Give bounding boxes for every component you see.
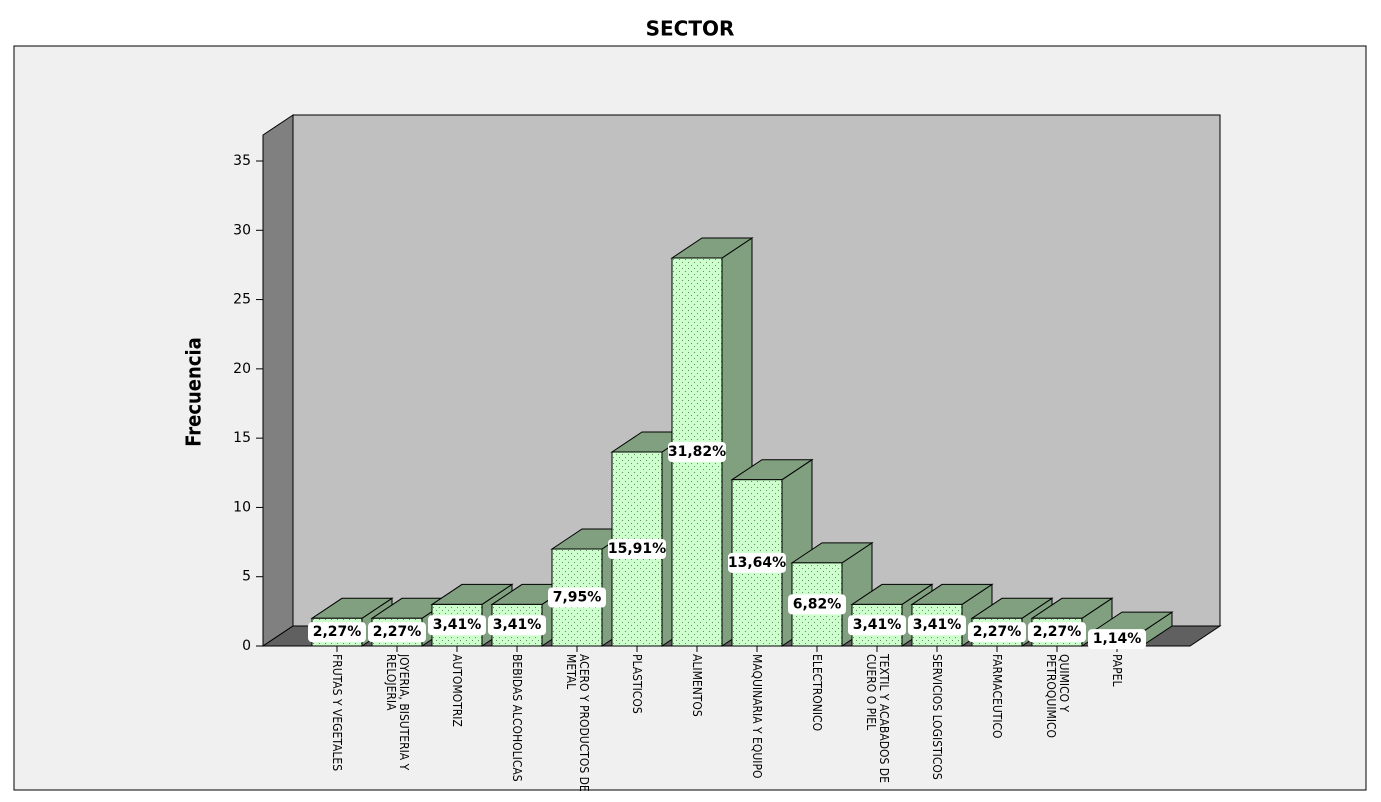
x-tick-label-box: SERVICIOS LOGISTICOS (930, 654, 945, 780)
x-tick-label-box: FRUTAS Y VEGETALES (330, 654, 345, 772)
data-label-box (608, 539, 666, 559)
y-tick-label: 30 (233, 222, 251, 238)
data-label: 2,27% (313, 624, 362, 640)
data-label: 2,27% (1033, 624, 1082, 640)
x-tick-label-box: FARMACEUTICO (990, 654, 1005, 739)
data-label-box (848, 615, 906, 636)
data-label-box (668, 442, 726, 462)
x-tick-label: BEBIDAS ALCOHOLICAS (510, 654, 525, 782)
data-label: 6,82% (793, 596, 842, 612)
x-tick-label: QUIMICO Y PETROQUIMICO (1044, 654, 1071, 739)
data-label-box (548, 587, 606, 608)
y-tick-label: 5 (242, 569, 251, 585)
data-label-box (908, 615, 966, 636)
data-label-box (308, 622, 366, 643)
data-label: 13,64% (728, 555, 786, 571)
x-tick-label: AUTOMOTRIZ (450, 654, 465, 727)
chart-title: SECTOR (646, 17, 735, 41)
x-tick-label-box: TEXTIL Y ACABADOS DE CUERO O PIEL (864, 654, 891, 783)
x-tick-label: JOYERIA, BISUTERIA Y RELOJERIA (384, 654, 411, 771)
x-tick-label-box: BEBIDAS ALCOHOLICAS (510, 654, 525, 782)
data-label-box (968, 622, 1026, 643)
x-tick-label-box: ACERO Y PRODUCTOS DE METAL (564, 654, 591, 792)
y-tick-label: 25 (233, 292, 251, 308)
data-label: 7,95% (553, 590, 602, 606)
y-axis-label: Frecuencia (182, 337, 206, 447)
x-tick-label-box: ELECTRONICO (810, 654, 825, 732)
x-tick-label-box: AUTOMOTRIZ (450, 654, 465, 727)
data-label-box (728, 552, 786, 573)
data-label: 3,41% (913, 617, 962, 633)
x-tick-label: ALIMENTOS (690, 654, 705, 717)
data-label: 2,27% (373, 624, 422, 640)
x-tick-label-box: MAQUINARIA Y EQUIPO (750, 654, 765, 779)
x-tick-label: TEXTIL Y ACABADOS DE CUERO O PIEL (864, 654, 891, 783)
x-tick-label-box: PAPEL (1110, 654, 1125, 687)
x-tick-label-box: ALIMENTOS (690, 654, 705, 717)
x-tick-label: MAQUINARIA Y EQUIPO (750, 654, 765, 779)
y-tick-label: 35 (233, 153, 251, 169)
data-label-box (428, 615, 486, 636)
x-tick-label-box: QUIMICO Y PETROQUIMICO (1044, 654, 1071, 739)
x-tick-label: FRUTAS Y VEGETALES (330, 654, 345, 772)
x-tick-label-box: JOYERIA, BISUTERIA Y RELOJERIA (384, 654, 411, 771)
data-label-box (488, 615, 546, 636)
x-tick-label: ELECTRONICO (810, 654, 825, 732)
x-tick-label: PLASTICOS (630, 654, 645, 714)
y-tick-label: 20 (233, 361, 251, 377)
data-label: 15,91% (608, 541, 666, 557)
x-tick-label: SERVICIOS LOGISTICOS (930, 654, 945, 780)
data-label-box (788, 594, 846, 615)
x-tick-label: PAPEL (1110, 654, 1125, 687)
data-label: 3,41% (433, 617, 482, 633)
x-tick-label-box: PLASTICOS (630, 654, 645, 714)
data-label-box (368, 622, 426, 643)
side-wall (262, 114, 294, 647)
x-tick-label: FARMACEUTICO (990, 654, 1005, 739)
data-label-box (1028, 622, 1086, 643)
y-tick-label: 0 (242, 638, 251, 654)
data-label-box (1088, 629, 1146, 650)
y-tick-label: 15 (233, 430, 251, 446)
x-tick-label: ACERO Y PRODUCTOS DE METAL (564, 654, 591, 792)
data-label: 3,41% (853, 617, 902, 633)
data-label: 31,82% (668, 444, 726, 460)
data-label: 1,14% (1093, 631, 1142, 647)
data-label: 3,41% (493, 617, 542, 633)
data-label: 2,27% (973, 624, 1022, 640)
y-tick-label: 10 (233, 499, 251, 515)
